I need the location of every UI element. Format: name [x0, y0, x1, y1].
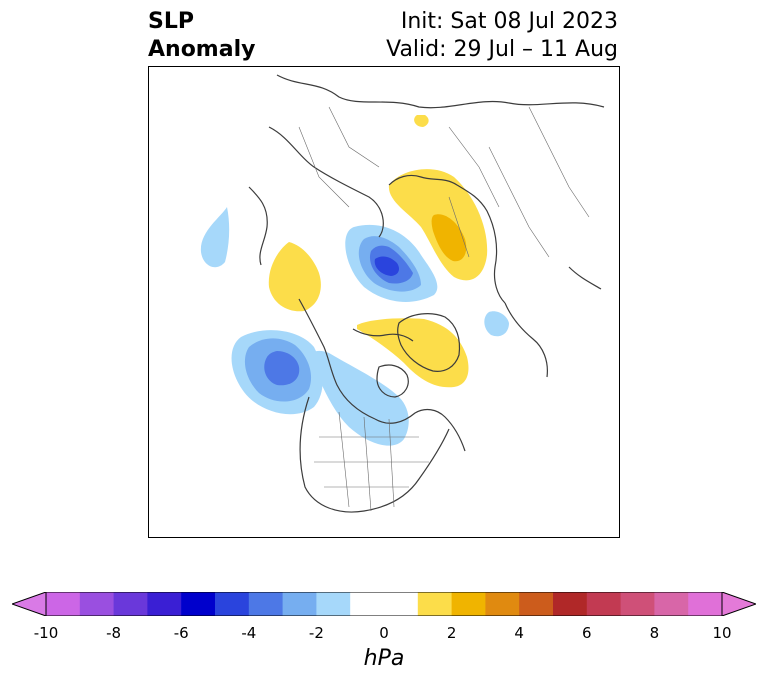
- colorbar-tick-label: 2: [446, 624, 457, 642]
- map-svg: [200, 74, 605, 513]
- colorbar-cell: [147, 592, 182, 616]
- colorbar-extend-low: [12, 592, 46, 616]
- title-line1: SLP: [148, 9, 194, 34]
- colorbar-cell: [181, 592, 216, 616]
- colorbar-cell: [688, 592, 723, 616]
- colorbar-extend-high: [722, 592, 756, 616]
- country-borders: [298, 106, 590, 512]
- colorbar-unit: hPa: [363, 646, 405, 671]
- positive-anomaly-siberia: [268, 242, 321, 312]
- colorbar-cell: [384, 592, 419, 616]
- title-line2: Anomaly: [148, 37, 256, 62]
- negative-anomaly-north-atlantic: [200, 207, 230, 268]
- colorbar-cell: [46, 592, 81, 616]
- colorbar-tick-label: -6: [173, 624, 189, 642]
- map-subtitle: Init: Sat 08 Jul 2023 Valid: 29 Jul – 11…: [386, 8, 618, 64]
- colorbar-tick-label: 6: [582, 624, 592, 642]
- colorbar-cell: [654, 592, 689, 616]
- colorbar: [12, 592, 756, 616]
- colorbar-tick-label: -4: [241, 624, 257, 642]
- colorbar-tick-label: 4: [514, 624, 524, 642]
- colorbar-cell: [79, 592, 115, 616]
- map-title: SLP Anomaly: [148, 8, 255, 64]
- valid-range: Valid: 29 Jul – 11 Aug: [386, 37, 618, 62]
- positive-anomaly-greenland: [357, 318, 469, 388]
- colorbar-tick-label: 0: [379, 624, 389, 642]
- colorbar-cell: [553, 592, 588, 616]
- colorbar-cell: [248, 592, 284, 616]
- colorbar-cell: [350, 592, 385, 616]
- colorbar-tick-label: -8: [106, 624, 122, 642]
- colorbar-cell: [215, 592, 250, 616]
- coastlines: [248, 74, 605, 513]
- negative-anomaly-east-siberia: [484, 311, 509, 337]
- colorbar-cell: [282, 592, 317, 616]
- colorbar-cell: [417, 592, 453, 616]
- colorbar-cell: [586, 592, 622, 616]
- colorbar-tick-label: -10: [33, 624, 59, 642]
- colorbar-cell: [620, 592, 655, 616]
- colorbar-tick-label: 10: [712, 624, 732, 642]
- colorbar-cell: [519, 592, 554, 616]
- colorbar-tick-label: -2: [308, 624, 324, 642]
- positive-anomaly-siberia-small: [414, 115, 429, 127]
- colorbar-cell: [451, 592, 486, 616]
- negative-anomaly-arctic-ocean-core: [374, 256, 399, 276]
- negative-anomaly-northeast-pacific-core: [264, 351, 300, 386]
- colorbar-outline: [45, 592, 723, 616]
- positive-anomaly-scandinavia-barents-core: [431, 214, 467, 262]
- colorbar-cell: [316, 592, 351, 616]
- init-date: Init: Sat 08 Jul 2023: [400, 9, 618, 34]
- colorbar-cell: [113, 592, 148, 616]
- anomaly-shading: [200, 115, 509, 446]
- map-panel: [148, 66, 620, 538]
- colorbar-cell: [485, 592, 520, 616]
- colorbar-tick-label: 8: [649, 624, 660, 642]
